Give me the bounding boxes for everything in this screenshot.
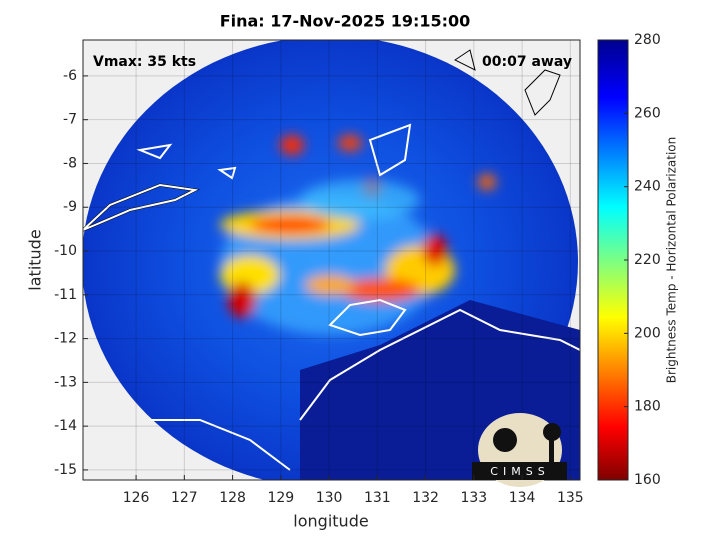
y-axis-label: latitude [26,229,45,290]
y-tick-label: -6 [63,68,77,84]
y-tick-label: -7 [63,112,77,128]
colorbar-tick-label: 280 [634,32,661,48]
y-tick-label: -9 [63,199,77,215]
colorbar-tick-label: 220 [634,252,661,268]
x-axis-label: longitude [293,512,368,531]
logo-text: CIMSS [490,465,549,478]
colorbar-tick-label: 200 [634,325,661,341]
x-tick-label: 127 [171,490,198,506]
vmax-label: Vmax: 35 kts [93,54,196,70]
colorbar-tick-label: 180 [634,399,661,415]
coastlines [83,123,580,471]
y-tick-label: -15 [54,462,77,478]
grid [83,40,580,480]
colorbar [597,39,629,481]
y-tick-label: -14 [54,418,77,434]
colorbar-tick-label: 160 [634,472,661,488]
x-tick-label: 130 [316,490,343,506]
x-tick-label: 129 [267,490,294,506]
away-label: 00:07 away [482,54,572,70]
logo: CIMSS [472,413,567,487]
convection [220,135,496,335]
colorbar-tick-label: 240 [634,179,661,195]
x-tick-label: 135 [557,490,584,506]
colorbar-tick-label: 260 [634,105,661,121]
x-tick-label: 132 [412,490,439,506]
title: Fina: 17-Nov-2025 19:15:00 [220,12,471,31]
x-tick-label: 134 [509,490,536,506]
y-tick-label: -8 [63,155,77,171]
y-tick-label: -13 [54,374,77,390]
colorbar-label: Brightness Temp - Horizontal Polarizatio… [665,137,679,384]
y-tick-label: -11 [54,287,77,303]
outside-coast [454,49,561,116]
x-tick-label: 128 [219,490,246,506]
y-tick-label: -12 [54,331,77,347]
plot-frame [82,39,581,481]
y-tick-label: -10 [54,243,77,259]
x-tick-label: 133 [460,490,487,506]
x-tick-label: 126 [123,490,150,506]
imagery [83,40,580,480]
x-tick-label: 131 [364,490,391,506]
